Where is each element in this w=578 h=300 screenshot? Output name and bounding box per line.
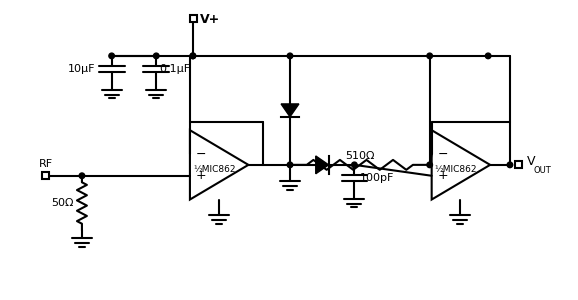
- Text: OUT: OUT: [533, 166, 551, 175]
- Text: 100pF: 100pF: [360, 173, 394, 183]
- Circle shape: [109, 53, 114, 59]
- Circle shape: [190, 53, 196, 59]
- Circle shape: [351, 162, 357, 168]
- Bar: [190, 15, 197, 22]
- Text: 50Ω: 50Ω: [51, 198, 74, 208]
- Text: −: −: [196, 148, 206, 160]
- Text: +: +: [438, 169, 448, 182]
- Circle shape: [427, 53, 432, 59]
- Circle shape: [427, 162, 432, 168]
- Circle shape: [79, 173, 85, 178]
- Text: 510Ω: 510Ω: [345, 151, 375, 161]
- Text: ½MIC862: ½MIC862: [435, 165, 477, 174]
- Text: V: V: [527, 155, 535, 168]
- Circle shape: [287, 162, 293, 168]
- Text: +: +: [196, 169, 206, 182]
- Text: −: −: [438, 148, 448, 160]
- Circle shape: [154, 53, 159, 59]
- Circle shape: [287, 53, 293, 59]
- Circle shape: [486, 53, 491, 59]
- Bar: [515, 161, 522, 168]
- Text: ½MIC862: ½MIC862: [193, 165, 235, 174]
- Circle shape: [507, 162, 513, 168]
- Bar: [42, 172, 49, 179]
- Circle shape: [190, 53, 196, 59]
- Text: 0.1μF: 0.1μF: [159, 64, 190, 74]
- Text: RF: RF: [39, 159, 53, 169]
- Text: V+: V+: [200, 13, 220, 26]
- Text: 10μF: 10μF: [68, 64, 96, 74]
- Polygon shape: [281, 104, 299, 117]
- Polygon shape: [316, 156, 329, 174]
